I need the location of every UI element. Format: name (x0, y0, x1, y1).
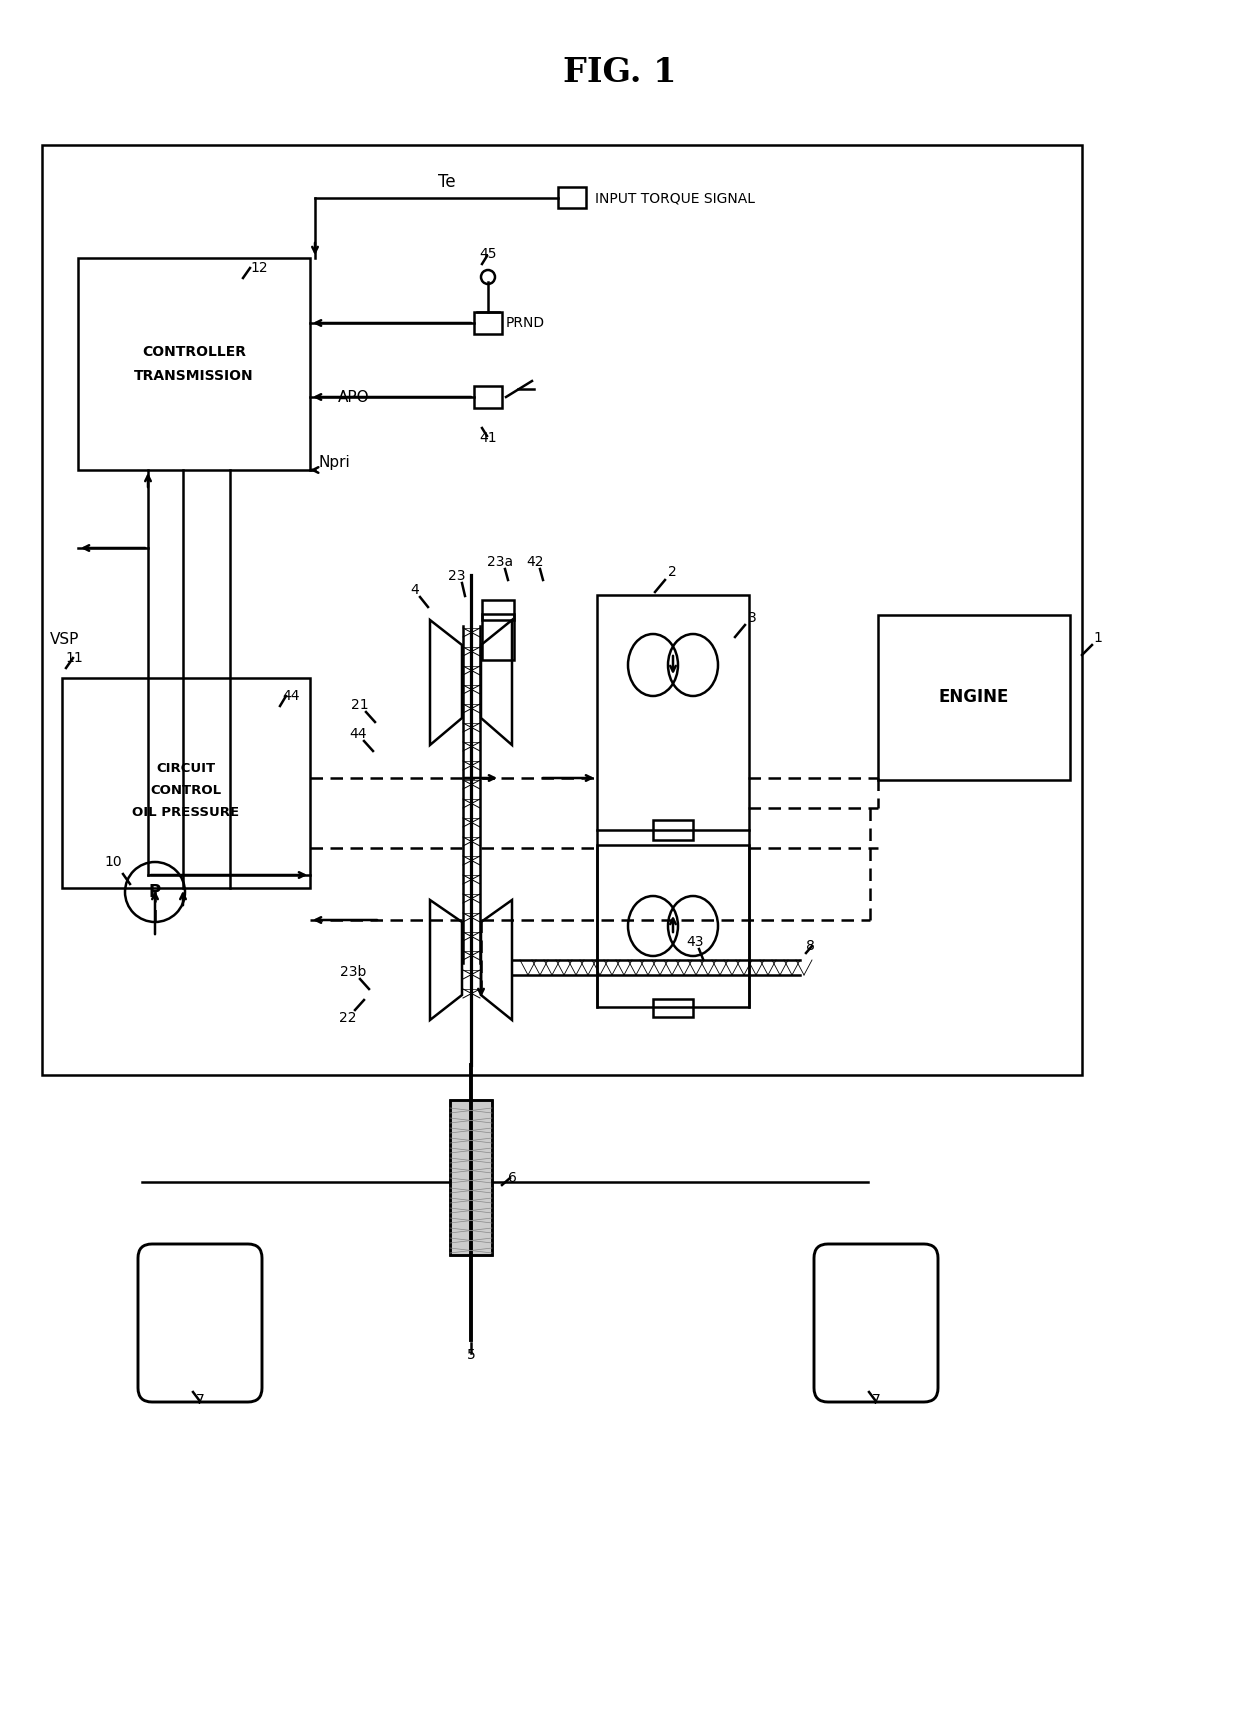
Text: 11: 11 (64, 650, 83, 666)
Text: 42: 42 (526, 555, 544, 569)
Text: 23: 23 (448, 569, 466, 583)
Text: TRANSMISSION: TRANSMISSION (134, 369, 254, 383)
Bar (450, 1101, 492, 1256)
Bar (596, 595, 749, 830)
Text: APO: APO (339, 390, 370, 404)
Text: P: P (149, 883, 161, 900)
Bar (596, 845, 749, 1007)
Text: 2: 2 (667, 566, 676, 580)
Text: 3: 3 (748, 611, 756, 624)
Text: 41: 41 (479, 431, 497, 445)
Bar (62, 678, 310, 888)
Text: VSP: VSP (50, 633, 79, 647)
Text: 45: 45 (479, 247, 497, 260)
Text: ENGINE: ENGINE (939, 688, 1009, 707)
Text: CONTROL: CONTROL (150, 785, 222, 797)
Text: 4: 4 (410, 583, 419, 597)
Text: 7: 7 (196, 1394, 205, 1408)
Text: 43: 43 (686, 935, 704, 949)
Bar (653, 999, 693, 1018)
Bar (42, 145, 1083, 1075)
Text: 5: 5 (466, 1347, 475, 1363)
Bar (450, 1101, 492, 1256)
Text: 22: 22 (340, 1011, 357, 1025)
Text: Npri: Npri (317, 455, 350, 471)
Text: FIG. 1: FIG. 1 (563, 55, 677, 88)
Text: PRND: PRND (506, 316, 546, 329)
Text: 21: 21 (351, 699, 368, 712)
Bar (482, 614, 515, 661)
Text: 44: 44 (350, 726, 367, 742)
Bar (474, 312, 502, 335)
Bar (558, 186, 587, 209)
Text: 44: 44 (281, 688, 300, 704)
Bar (78, 259, 310, 469)
Bar (474, 386, 502, 409)
Bar (653, 819, 693, 840)
Text: 8: 8 (806, 938, 815, 952)
Text: 12: 12 (250, 260, 268, 274)
Text: 1: 1 (1094, 631, 1102, 645)
Text: CONTROLLER: CONTROLLER (143, 345, 246, 359)
Bar (878, 616, 1070, 780)
Text: 7: 7 (872, 1394, 880, 1408)
Text: Te: Te (438, 172, 455, 191)
Text: OIL PRESSURE: OIL PRESSURE (133, 807, 239, 819)
Text: 10: 10 (104, 856, 122, 869)
Text: 23b: 23b (340, 964, 366, 980)
Text: INPUT TORQUE SIGNAL: INPUT TORQUE SIGNAL (595, 191, 755, 205)
Text: 6: 6 (508, 1171, 517, 1185)
Bar (482, 600, 515, 619)
Text: CIRCUIT: CIRCUIT (156, 762, 216, 776)
Text: 23a: 23a (487, 555, 513, 569)
